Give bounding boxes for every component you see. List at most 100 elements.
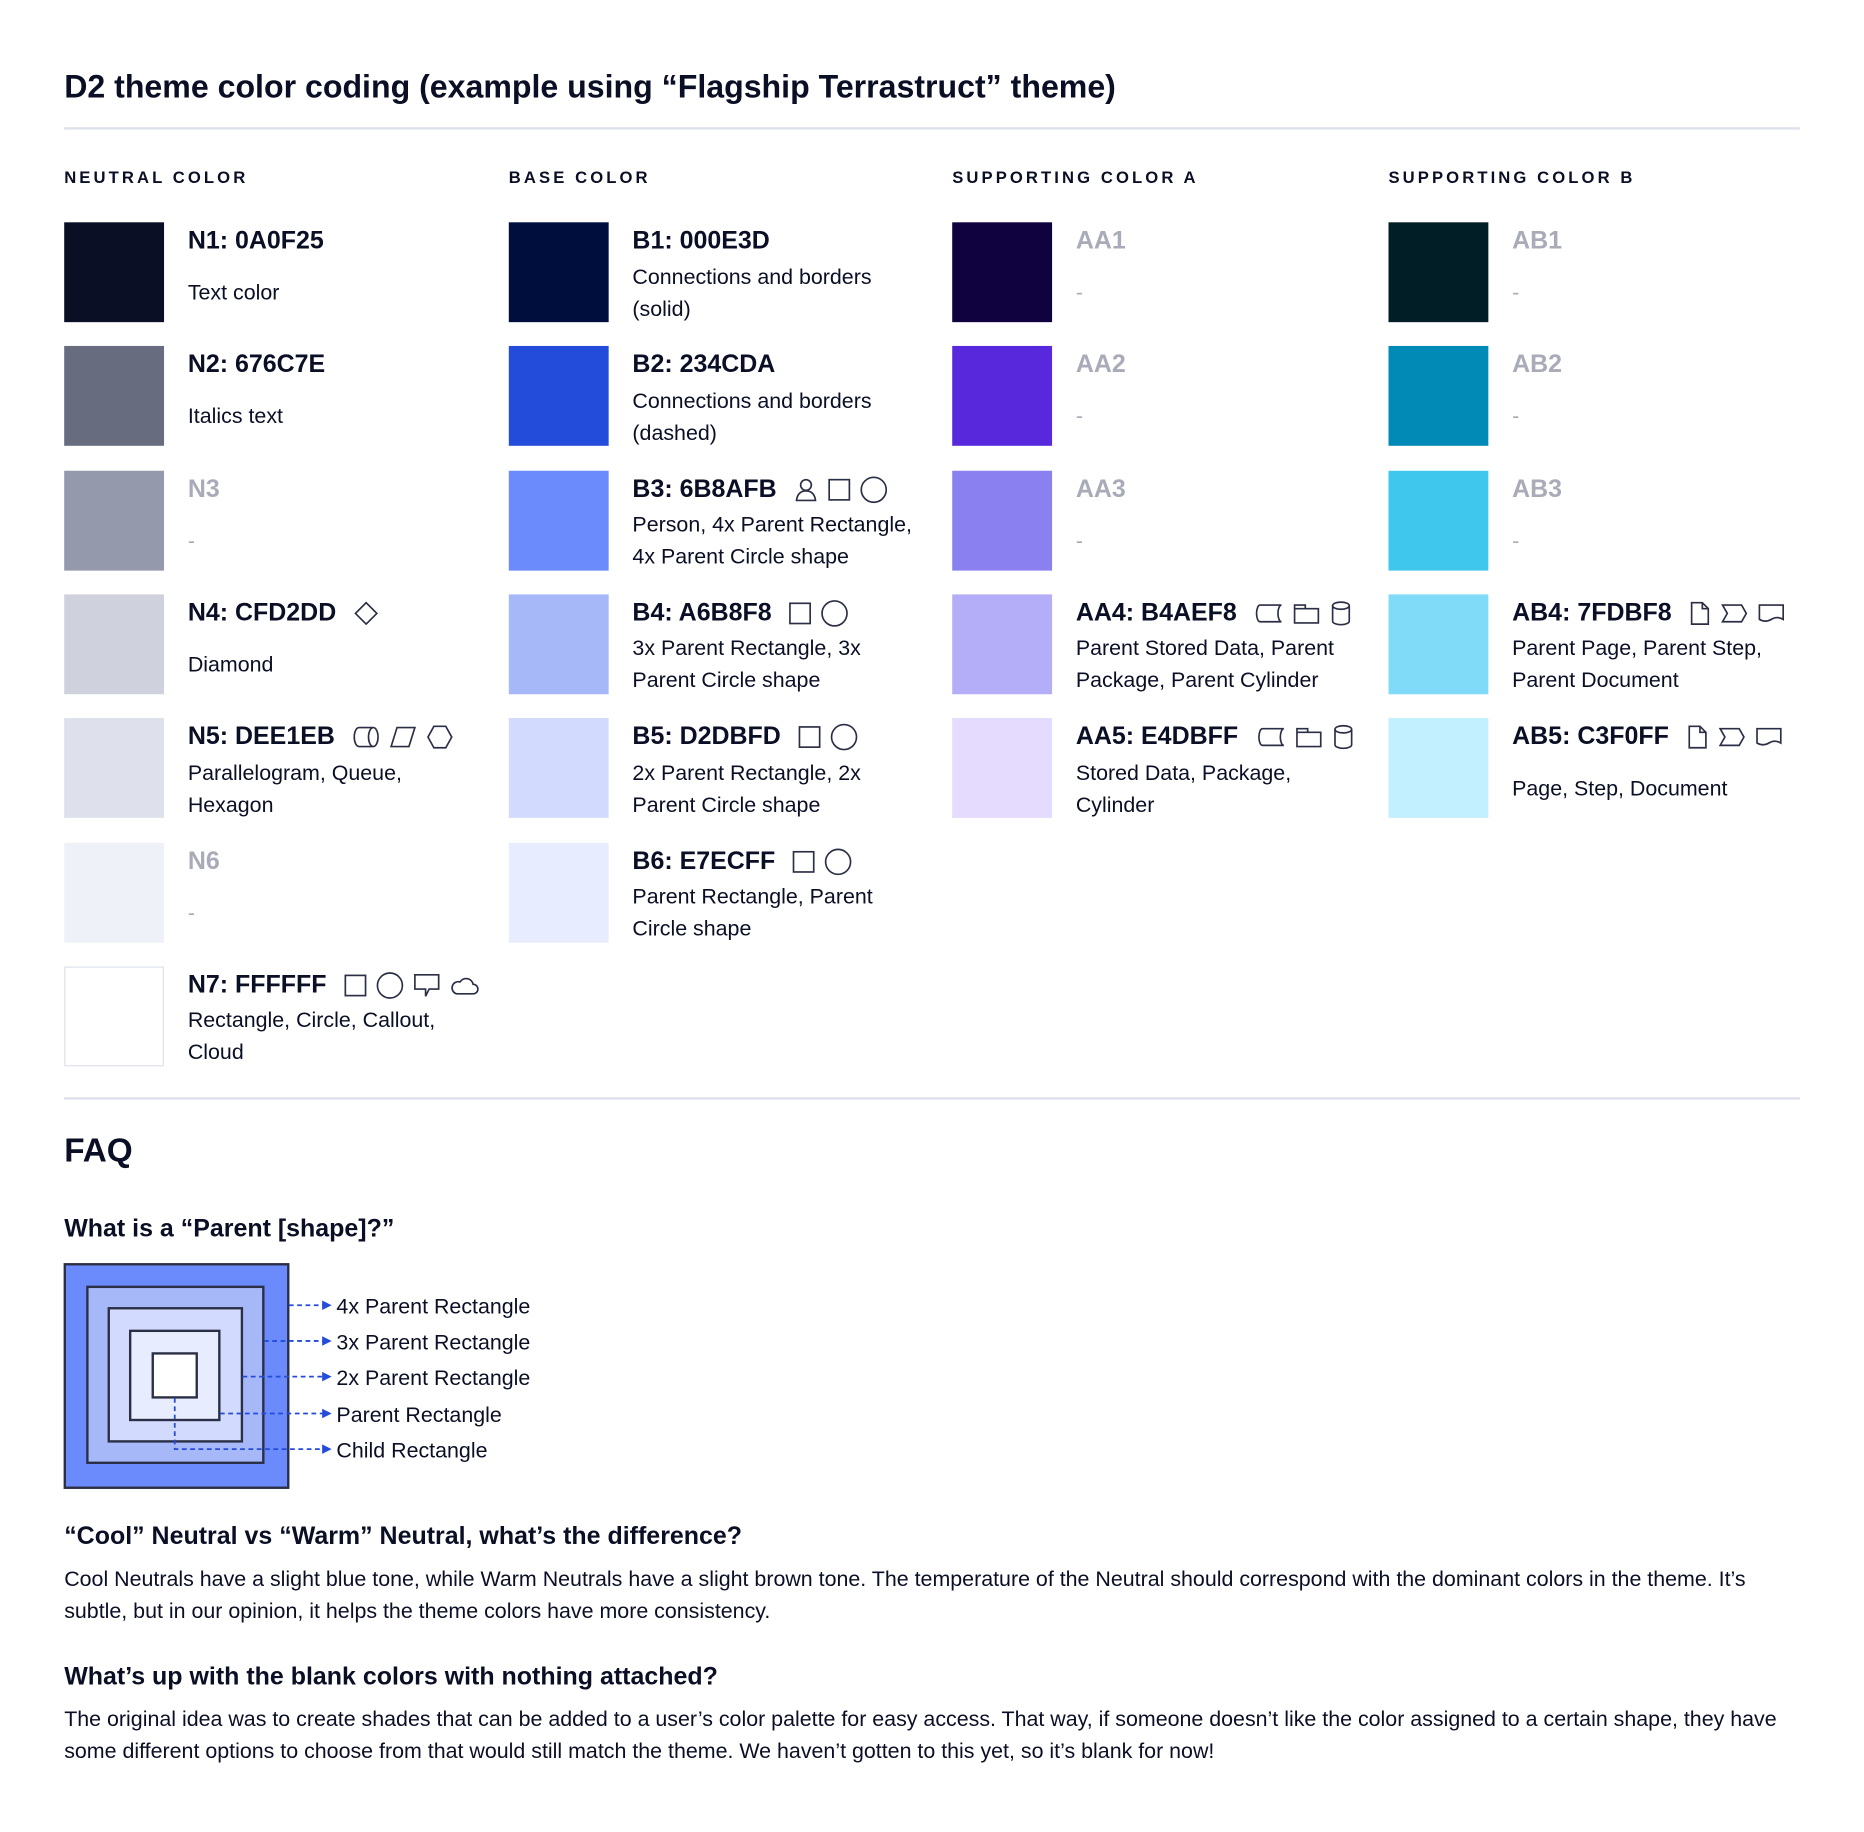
- color-swatch: [1388, 222, 1489, 323]
- document-icon: [1754, 725, 1783, 749]
- package-icon: [1293, 601, 1322, 625]
- color-code: B6: E7ECFF: [632, 847, 776, 875]
- color-entry-title: N2: 676C7E: [188, 347, 485, 383]
- color-swatch: [952, 222, 1053, 323]
- arrowhead-icon: [322, 1444, 332, 1454]
- color-entry: B1: 000E3D Connections and borders (solid…: [632, 223, 929, 326]
- color-usage-text: -: [187, 528, 195, 553]
- color-usage: Stored Data, Package, Cylinder: [1076, 755, 1373, 823]
- color-entry-title: AB2: [1512, 347, 1809, 383]
- shape-icons: [793, 475, 888, 504]
- color-usage-text: -: [1075, 528, 1083, 553]
- color-entry: AB1 -: [1512, 223, 1809, 326]
- color-entry-title: AA3: [1076, 471, 1373, 507]
- color-code: AB4: 7FDBF8: [1512, 599, 1672, 627]
- column-heading: SUPPORTING COLOR B: [1388, 167, 1636, 187]
- rectangle-icon: [797, 725, 821, 749]
- color-usage-text: Connections and borders (solid): [632, 264, 872, 321]
- hexagon-icon: [425, 724, 454, 750]
- color-swatch: [64, 594, 165, 695]
- color-swatch: [508, 346, 609, 447]
- diagram-label: 4x Parent Rectangle: [336, 1294, 531, 1319]
- color-usage-text: -: [1075, 404, 1083, 429]
- color-usage: Person, 4x Parent Rectangle, 4x Parent C…: [632, 507, 929, 575]
- color-swatch: [1388, 718, 1489, 819]
- color-code: B2: 234CDA: [632, 351, 776, 379]
- diamond-icon: [353, 600, 379, 626]
- page-icon: [1688, 600, 1712, 626]
- circle-icon: [860, 475, 889, 504]
- color-code: B1: 000E3D: [632, 227, 770, 255]
- color-entry-title: AB4: 7FDBF8: [1512, 595, 1809, 631]
- color-usage: Connections and borders (solid): [632, 259, 929, 327]
- color-usage-text: -: [1075, 280, 1083, 305]
- color-entry-title: N5: DEE1EB: [188, 719, 485, 755]
- color-swatch: [64, 966, 165, 1067]
- color-usage: Page, Step, Document: [1512, 755, 1809, 823]
- color-swatch: [952, 346, 1053, 447]
- color-swatch: [1388, 594, 1489, 695]
- shape-icons: [353, 600, 379, 626]
- color-code: AA2: [1075, 351, 1126, 379]
- color-usage-text: Parent Rectangle, Parent Circle shape: [632, 884, 873, 941]
- rectangle-icon: [788, 601, 812, 625]
- arrowhead-icon: [322, 1371, 332, 1382]
- color-entry: B3: 6B8AFB Person, 4x Parent Rectangle, 4…: [632, 471, 929, 574]
- color-usage: Text color: [188, 259, 485, 327]
- shape-icons: [1253, 600, 1353, 626]
- color-entry: AB5: C3F0FF Page, Step, Document: [1512, 719, 1809, 822]
- color-entry: AB3 -: [1512, 471, 1809, 574]
- color-entry-title: B4: A6B8F8: [632, 595, 929, 631]
- color-swatch: [64, 718, 165, 819]
- color-swatch: [508, 222, 609, 323]
- shape-icons: [1686, 724, 1783, 750]
- color-usage: -: [1076, 259, 1373, 327]
- callout-icon: [412, 972, 441, 998]
- color-entry: AA5: E4DBFF Stored Data, Package, Cylinde…: [1076, 719, 1373, 822]
- color-entry-title: N1: 0A0F25: [188, 223, 485, 259]
- cloud-icon: [449, 973, 480, 997]
- color-entry-title: AA2: [1076, 347, 1373, 383]
- color-entry: N3 -: [188, 471, 485, 574]
- color-usage-text: Text color: [187, 280, 280, 305]
- color-swatch: [1388, 470, 1489, 571]
- faq-heading: FAQ: [64, 1131, 133, 1169]
- divider: [64, 127, 1800, 130]
- color-usage-text: Rectangle, Circle, Callout, Cloud: [187, 1008, 436, 1065]
- color-usage-text: Italics text: [187, 404, 283, 429]
- faq-question-blank: What’s up with the blank colors with not…: [64, 1663, 718, 1691]
- column-heading: BASE COLOR: [508, 167, 651, 187]
- color-entry: AB2 -: [1512, 347, 1809, 450]
- color-code: N1: 0A0F25: [187, 227, 324, 255]
- page-icon: [1686, 724, 1710, 750]
- color-code: AA5: E4DBFF: [1075, 723, 1239, 751]
- diagram-label: Parent Rectangle: [336, 1402, 502, 1427]
- color-usage-text: Parent Page, Parent Step, Parent Documen…: [1512, 636, 1762, 693]
- color-entry: N5: DEE1EB Parallelogram, Queue, Hexagon: [188, 719, 485, 822]
- color-entry-title: N7: FFFFFF: [188, 967, 485, 1003]
- rectangle-icon: [343, 973, 367, 997]
- color-usage: -: [1076, 507, 1373, 575]
- arrowhead-icon: [322, 1300, 332, 1311]
- color-entry-title: B1: 000E3D: [632, 223, 929, 259]
- color-usage: 2x Parent Rectangle, 2x Parent Circle sh…: [632, 755, 929, 823]
- color-swatch: [952, 470, 1053, 571]
- queue-icon: [352, 725, 381, 749]
- color-entry: B5: D2DBFD 2x Parent Rectangle, 2x Parent…: [632, 719, 929, 822]
- color-usage: Parent Stored Data, Parent Package, Pare…: [1076, 631, 1373, 699]
- color-entry-title: B2: 234CDA: [632, 347, 929, 383]
- faq-question-parent-shape: What is a “Parent [shape]?”: [64, 1214, 395, 1243]
- color-code: N5: DEE1EB: [187, 723, 335, 751]
- color-usage: -: [1076, 383, 1373, 451]
- color-entry: AA3 -: [1076, 471, 1373, 574]
- color-entry-title: N6: [188, 843, 485, 879]
- shape-icons: [1688, 600, 1785, 626]
- color-swatch: [508, 842, 609, 943]
- diagram-label: 2x Parent Rectangle: [336, 1365, 531, 1390]
- color-usage: -: [1512, 507, 1809, 575]
- color-code: AB1: [1512, 227, 1563, 255]
- color-usage-text: Person, 4x Parent Rectangle, 4x Parent C…: [632, 512, 912, 569]
- cylinder-icon: [1331, 724, 1355, 750]
- color-usage-text: Parent Stored Data, Parent Package, Pare…: [1075, 636, 1334, 693]
